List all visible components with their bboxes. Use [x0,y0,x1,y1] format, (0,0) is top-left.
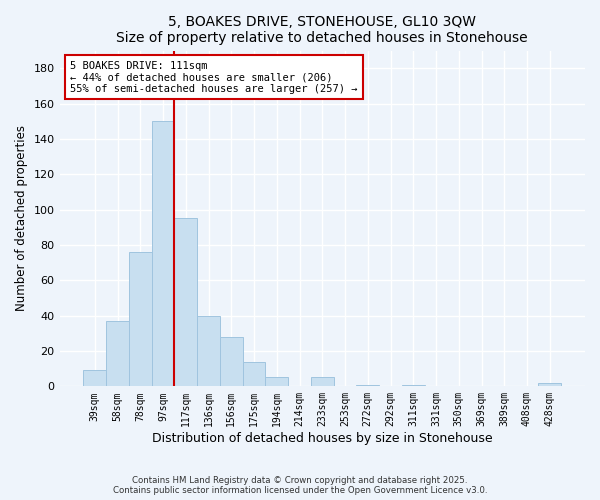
Bar [106,321,129,386]
Y-axis label: Number of detached properties: Number of detached properties [15,126,28,312]
Bar [197,316,220,386]
Bar [242,362,265,386]
Bar [152,121,175,386]
Bar [83,370,106,386]
Bar [175,218,197,386]
Bar [356,384,379,386]
Bar [402,384,425,386]
Bar [265,378,288,386]
Text: 5 BOAKES DRIVE: 111sqm
← 44% of detached houses are smaller (206)
55% of semi-de: 5 BOAKES DRIVE: 111sqm ← 44% of detached… [70,60,358,94]
Bar [311,378,334,386]
Text: Contains HM Land Registry data © Crown copyright and database right 2025.
Contai: Contains HM Land Registry data © Crown c… [113,476,487,495]
Bar [538,383,561,386]
Title: 5, BOAKES DRIVE, STONEHOUSE, GL10 3QW
Size of property relative to detached hous: 5, BOAKES DRIVE, STONEHOUSE, GL10 3QW Si… [116,15,528,45]
Bar [220,337,242,386]
Bar [129,252,152,386]
X-axis label: Distribution of detached houses by size in Stonehouse: Distribution of detached houses by size … [152,432,493,445]
